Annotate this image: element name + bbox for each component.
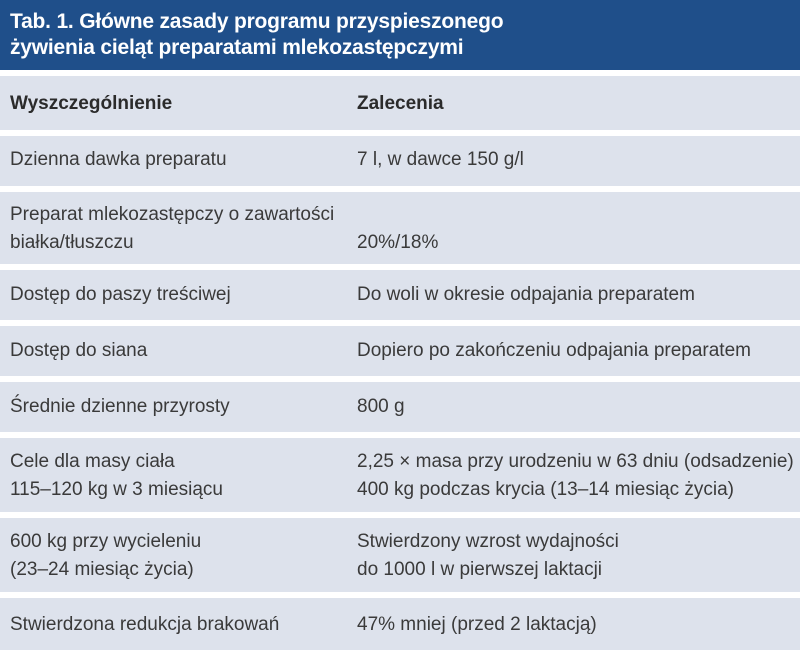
row-label-line: Preparat mlekozastępczy o zawartości <box>10 204 335 225</box>
table-row: Stwierdzona redukcja brakowań 47% mniej … <box>0 598 800 650</box>
header-cell-recommendation: Zalecenia <box>357 76 800 130</box>
row-label-cell: Stwierdzona redukcja brakowań <box>10 598 350 650</box>
table-row: 600 kg przy wycieleniu (23–24 miesiąc ży… <box>0 518 800 592</box>
header-label: Zalecenia <box>357 93 444 114</box>
row-label-line: Cele dla masy ciała <box>10 451 175 472</box>
row-label-cell: Średnie dzienne przyrosty <box>10 382 350 432</box>
row-value-cell: 800 g <box>357 382 800 432</box>
row-value-line: Dopiero po zakończeniu odpajania prepara… <box>357 340 751 361</box>
row-label-line: (23–24 miesiąc życia) <box>10 559 194 580</box>
table-title-line: żywienia cieląt preparatami mlekozastępc… <box>10 36 464 59</box>
row-label-cell: Dostęp do paszy treściwej <box>10 270 350 320</box>
header-cell-item: Wyszczególnienie <box>10 76 350 130</box>
row-label-cell: 600 kg przy wycieleniu (23–24 miesiąc ży… <box>10 518 350 592</box>
row-value-line: do 1000 l w pierwszej laktacji <box>357 559 603 580</box>
row-value-cell: 7 l, w dawce 150 g/l <box>357 136 800 186</box>
row-value-line: 800 g <box>357 396 405 417</box>
row-value-cell: 20%/18% <box>357 192 800 264</box>
table-row: Dostęp do siana Dopiero po zakończeniu o… <box>0 326 800 376</box>
row-label-line: 600 kg przy wycieleniu <box>10 531 202 552</box>
row-value-line: Stwierdzony wzrost wydajności <box>357 531 619 552</box>
row-value-cell: 47% mniej (przed 2 laktacją) <box>357 598 800 650</box>
row-label-line: Dostęp do paszy treściwej <box>10 284 231 305</box>
table-row: Dostęp do paszy treściwej Do woli w okre… <box>0 270 800 320</box>
header-label: Wyszczególnienie <box>10 93 173 114</box>
table-row: Cele dla masy ciała 115–120 kg w 3 miesi… <box>0 438 800 512</box>
row-value-cell: 2,25 × masa przy urodzeniu w 63 dniu (od… <box>357 438 800 512</box>
table-row: Dzienna dawka preparatu 7 l, w dawce 150… <box>0 136 800 186</box>
row-value-line: 20%/18% <box>357 232 439 253</box>
row-value-line: 400 kg podczas krycia (13–14 miesiąc życ… <box>357 479 735 500</box>
row-label-line: białka/tłuszczu <box>10 232 134 253</box>
table-title: Tab. 1. Główne zasady programu przyspies… <box>0 0 800 70</box>
row-label-line: Dzienna dawka preparatu <box>10 149 227 170</box>
row-value-line: Do woli w okresie odpajania preparatem <box>357 284 695 305</box>
table-header-row: Wyszczególnienie Zalecenia <box>0 76 800 130</box>
row-label-cell: Dostęp do siana <box>10 326 350 376</box>
row-label-line: Średnie dzienne przyrosty <box>10 396 230 417</box>
row-label-line: 115–120 kg w 3 miesiącu <box>10 479 223 500</box>
row-label-line: Dostęp do siana <box>10 340 148 361</box>
row-value-cell: Do woli w okresie odpajania preparatem <box>357 270 800 320</box>
row-value-line: 2,25 × masa przy urodzeniu w 63 dniu (od… <box>357 451 794 472</box>
row-value-line: 47% mniej (przed 2 laktacją) <box>357 614 597 635</box>
row-label-cell: Preparat mlekozastępczy o zawartości bia… <box>10 192 350 264</box>
row-label-line: Stwierdzona redukcja brakowań <box>10 614 280 635</box>
table-title-line: Tab. 1. Główne zasady programu przyspies… <box>10 10 504 33</box>
row-value-cell: Stwierdzony wzrost wydajności do 1000 l … <box>357 518 800 592</box>
row-label-cell: Cele dla masy ciała 115–120 kg w 3 miesi… <box>10 438 350 512</box>
row-value-cell: Dopiero po zakończeniu odpajania prepara… <box>357 326 800 376</box>
row-value-line: 7 l, w dawce 150 g/l <box>357 149 524 170</box>
table-row: Preparat mlekozastępczy o zawartości bia… <box>0 192 800 264</box>
row-label-cell: Dzienna dawka preparatu <box>10 136 350 186</box>
table-row: Średnie dzienne przyrosty 800 g <box>0 382 800 432</box>
